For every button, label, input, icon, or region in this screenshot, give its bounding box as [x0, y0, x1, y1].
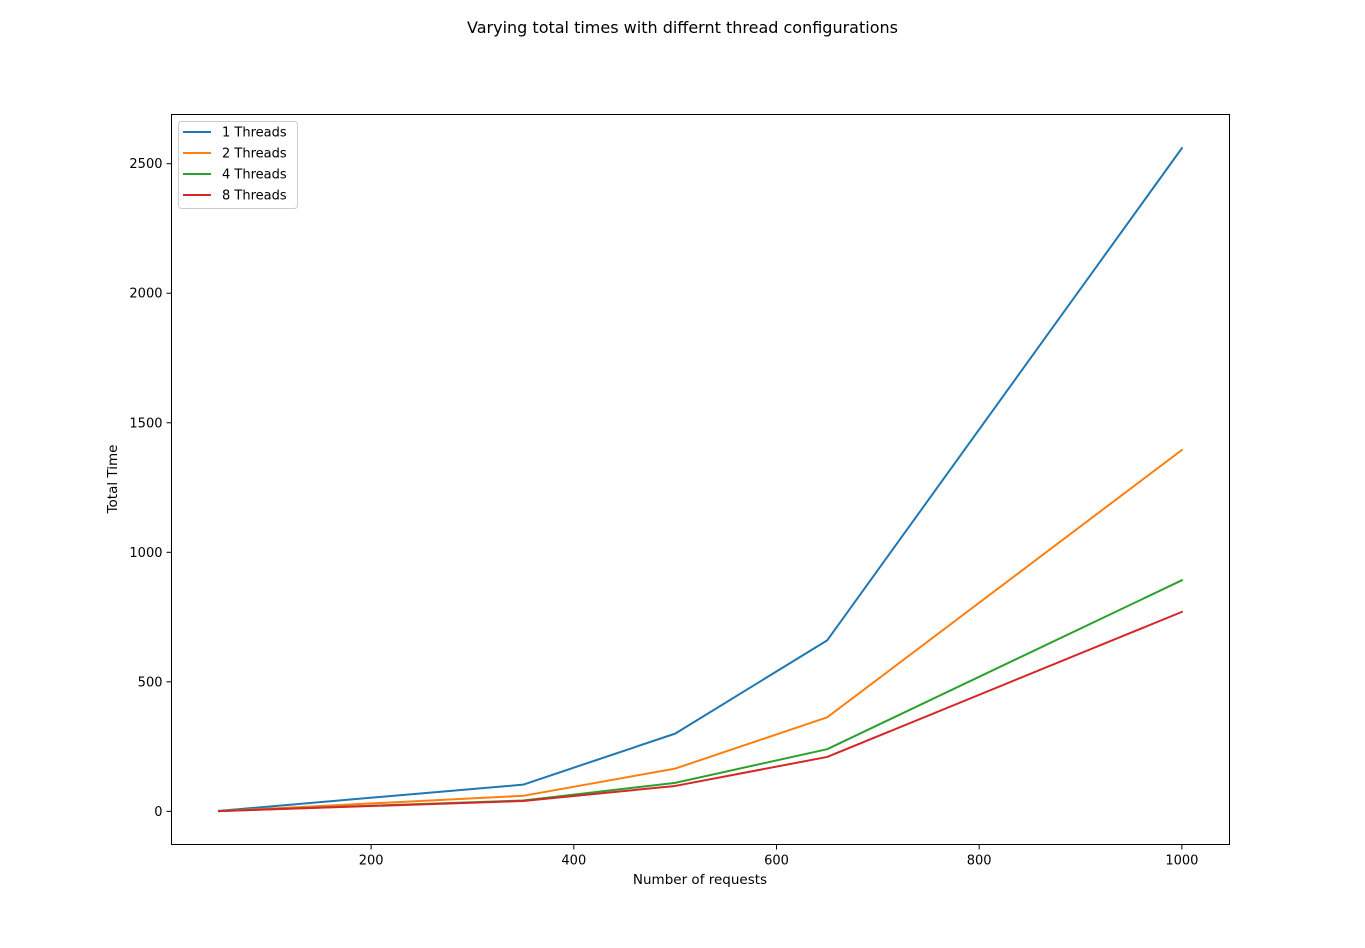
y-tick-label: 2500 [129, 157, 162, 172]
y-tick-label: 0 [154, 805, 162, 820]
chart-title: Varying total times with differnt thread… [467, 18, 898, 37]
series-line-4 [218, 610, 1184, 813]
y-tick-label: 500 [138, 675, 163, 690]
legend-label: 8 Threads [222, 189, 287, 204]
legend-label: 2 Threads [222, 147, 287, 162]
x-axis-ticks: 200 400 600 800 1000 [359, 844, 1198, 869]
legend-label: 4 Threads [222, 168, 287, 183]
x-axis-label: Number of requests [633, 872, 767, 888]
y-tick-label: 2000 [129, 287, 162, 302]
x-tick-label: 400 [561, 854, 586, 869]
x-tick-label: 1000 [1165, 854, 1198, 869]
series-line-1 [218, 146, 1184, 812]
x-tick-label: 800 [967, 854, 992, 869]
series-lines [218, 146, 1184, 813]
y-axis-ticks: 0 500 1000 1500 2000 2500 [129, 157, 172, 820]
x-tick-label: 600 [764, 854, 789, 869]
series-line-3 [218, 578, 1184, 813]
legend-box [178, 121, 298, 209]
legend-label: 1 Threads [222, 126, 287, 141]
y-axis-label: Total Time [105, 445, 121, 515]
series-line-2 [218, 448, 1184, 813]
x-tick-label: 200 [359, 854, 384, 869]
y-tick-label: 1000 [129, 546, 162, 561]
axes-frame [171, 114, 1230, 845]
y-tick-label: 1500 [129, 416, 162, 431]
legend: 1 Threads 2 Threads 4 Threads 8 Threads [178, 121, 298, 209]
